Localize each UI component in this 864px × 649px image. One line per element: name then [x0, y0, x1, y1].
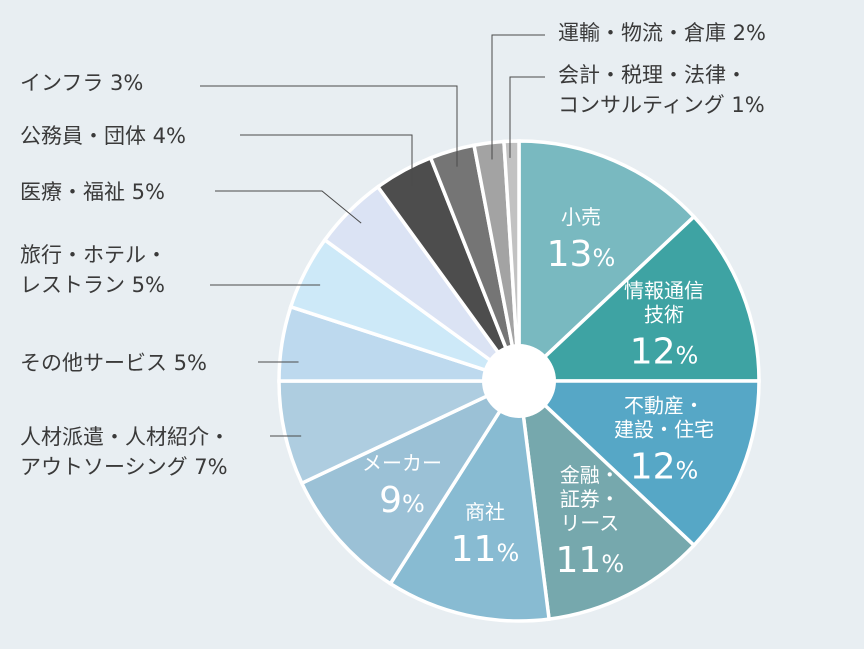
slice-label: 不動産・建設・住宅 12%	[614, 393, 714, 487]
slice-external-label: 運輸・物流・倉庫 2%	[558, 21, 766, 45]
slice-percent-label: 12%	[630, 446, 699, 487]
pie-slice	[517, 139, 697, 386]
slice-external-label: 医療・福祉 5%	[20, 180, 165, 204]
slice-category-label: 情報通信	[624, 279, 704, 303]
slice-percent-label: 11%	[451, 529, 520, 570]
slice-category-label: 商社	[465, 500, 505, 524]
pie-slice	[514, 214, 761, 383]
slice-labels: 小売13%情報通信技術12%不動産・建設・住宅12%金融・証券・リース11%商社…	[20, 21, 766, 581]
slice-external-label: アウトソーシング 7%	[20, 455, 228, 479]
slice-label: 会計・税理・法律・コンサルティング 1%	[558, 63, 765, 117]
slice-external-label: インフラ 3%	[20, 71, 143, 95]
slice-label: メーカー 9%	[362, 451, 442, 521]
slice-label: 人材派遣・人材紹介・アウトソーシング 7%	[20, 425, 230, 479]
leader-line	[491, 34, 545, 160]
slice-category-label: 証券・	[560, 487, 620, 511]
slice-external-label: レストラン 5%	[20, 273, 165, 297]
slice-external-label: 旅行・ホテル・	[20, 243, 167, 267]
slice-label: 商社 11%	[451, 500, 520, 570]
pie-slice	[387, 375, 552, 623]
slice-external-label: コンサルティング 1%	[558, 93, 765, 117]
slice-percent-label: 12%	[630, 332, 699, 373]
leader-line	[240, 134, 413, 186]
slice-label: 金融・証券・リース 11%	[556, 463, 625, 581]
slice-label: その他サービス 5%	[20, 351, 207, 375]
slice-category-label: メーカー	[362, 451, 442, 475]
slice-label: インフラ 3%	[20, 71, 143, 95]
pie-slice	[516, 376, 697, 622]
slice-percent-label: 9%	[379, 480, 425, 521]
slice-external-label: 公務員・団体 4%	[20, 124, 186, 148]
slice-category-label: 不動産・	[624, 393, 704, 417]
pie-slices	[277, 139, 761, 623]
slice-percent-label: 13%	[547, 234, 616, 275]
leader-line	[509, 76, 545, 158]
pie-slice	[514, 379, 761, 548]
slice-category-label: 金融・	[560, 463, 620, 487]
slice-external-label: その他サービス 5%	[20, 351, 207, 375]
slice-category-label: 小売	[561, 205, 601, 229]
slice-label: 公務員・団体 4%	[20, 124, 186, 148]
pie-slice	[502, 139, 521, 382]
pie-slice	[277, 379, 520, 486]
slice-label: 運輸・物流・倉庫 2%	[558, 21, 766, 45]
pie-slice	[299, 376, 524, 587]
slice-label: 医療・福祉 5%	[20, 180, 165, 204]
slice-percent-label: 11%	[556, 540, 625, 581]
slice-external-label: 人材派遣・人材紹介・	[20, 425, 230, 449]
slice-label: 小売 13%	[547, 205, 616, 275]
slice-category-label: 技術	[644, 303, 684, 327]
slice-category-label: 建設・住宅	[614, 417, 714, 441]
slice-category-label: リース	[560, 511, 619, 535]
leader-line	[200, 85, 458, 167]
slice-label: 旅行・ホテル・レストラン 5%	[20, 243, 167, 297]
slice-external-label: 会計・税理・法律・	[558, 63, 747, 87]
leader-line	[215, 190, 362, 224]
leader-lines	[200, 34, 545, 437]
donut-hole	[482, 344, 556, 418]
